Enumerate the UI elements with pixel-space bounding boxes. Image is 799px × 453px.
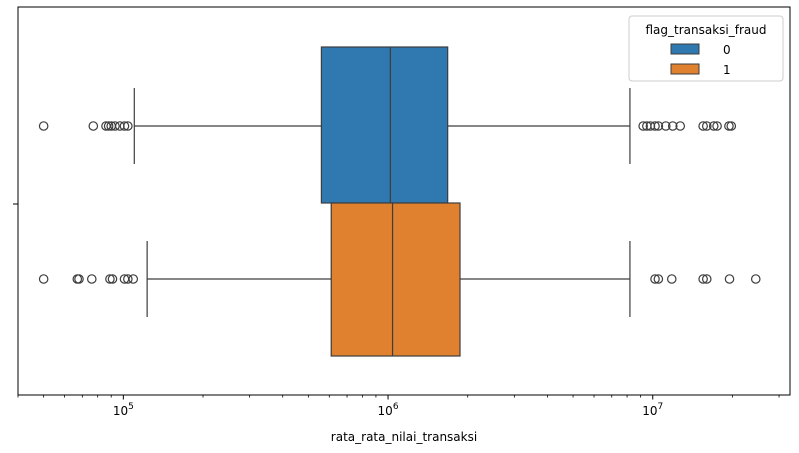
outlier-point — [750, 274, 761, 284]
outlier-point — [105, 274, 115, 284]
x-axis-label: rata_rata_nilai_transaksi — [331, 430, 477, 444]
outlier-point — [650, 121, 660, 131]
outlier-point — [712, 121, 722, 131]
outlier-point — [698, 274, 708, 284]
outlier-point — [123, 121, 133, 131]
outlier-point — [698, 121, 708, 131]
legend-entry-1: 1 — [670, 63, 731, 77]
outlier-point — [107, 274, 118, 284]
outlier-point — [666, 274, 677, 284]
outlier-point — [128, 274, 139, 284]
outlier-point — [103, 121, 114, 131]
x-tick-label: 106 — [378, 402, 399, 418]
x-axis-ticks: 105 106 107 — [17, 395, 780, 418]
legend-entry-0: 0 — [670, 43, 731, 57]
outlier-point — [726, 121, 737, 131]
outlier-point — [119, 121, 130, 131]
outlier-point — [701, 121, 712, 131]
outlier-point — [88, 121, 99, 131]
legend-entries: 01 — [670, 43, 731, 77]
iqr-box — [320, 46, 449, 204]
box-series-1 — [38, 202, 761, 357]
outlier-point — [667, 121, 678, 131]
outlier-point — [38, 121, 49, 131]
legend-label: 1 — [723, 63, 731, 77]
outlier-point — [724, 121, 734, 131]
outlier-point — [650, 274, 660, 284]
outlier-point — [74, 274, 84, 284]
legend-label: 0 — [723, 43, 731, 57]
outlier-point — [38, 274, 49, 284]
x-tick-label: 105 — [113, 402, 134, 418]
legend-swatch — [670, 63, 700, 75]
legend-swatch — [670, 43, 700, 55]
outlier-point — [638, 121, 648, 131]
boxes-layer — [38, 46, 761, 357]
legend-title: flag_transaksi_fraud — [645, 23, 766, 37]
outlier-point — [701, 274, 712, 284]
box-series-0 — [38, 46, 737, 204]
outlier-point — [86, 274, 97, 284]
outlier-point — [110, 121, 120, 131]
outlier-point — [724, 274, 735, 284]
outlier-point — [675, 121, 686, 131]
x-tick-label: 107 — [642, 402, 663, 418]
legend: flag_transaksi_fraud 01 — [628, 15, 784, 82]
outlier-point — [653, 274, 664, 284]
legend-frame — [628, 15, 784, 82]
outlier-point — [708, 121, 719, 131]
outlier-point — [653, 121, 664, 131]
outlier-point — [660, 121, 671, 131]
outlier-point — [123, 274, 133, 284]
plot-frame — [17, 6, 791, 396]
iqr-box — [330, 202, 461, 357]
